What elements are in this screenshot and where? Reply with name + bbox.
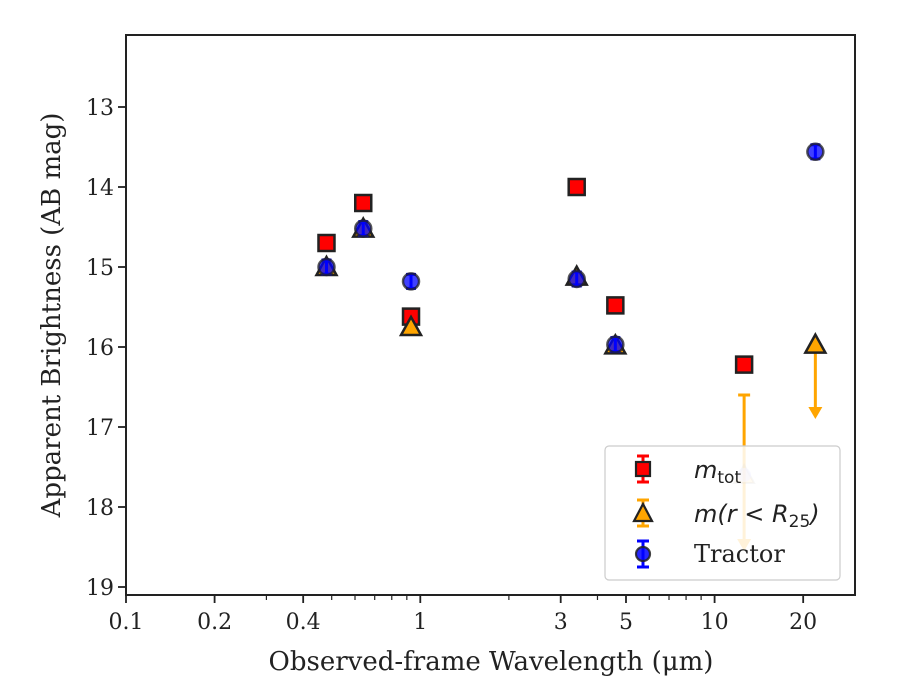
data-point-circle bbox=[567, 269, 586, 289]
data-point-square bbox=[606, 296, 625, 315]
y-tick-label: 13 bbox=[86, 96, 114, 121]
x-tick-label: 1 bbox=[413, 610, 427, 635]
square-marker bbox=[567, 177, 586, 197]
square-marker bbox=[734, 355, 754, 374]
y-tick-label: 15 bbox=[86, 256, 114, 281]
circle-marker bbox=[354, 219, 373, 238]
data-point-circle bbox=[354, 219, 373, 238]
legend-label-mr25: m(r < R25) bbox=[694, 500, 820, 532]
legend-label-tractor: Tractor bbox=[694, 540, 785, 568]
circle-marker bbox=[401, 272, 421, 291]
data-point-square bbox=[567, 177, 586, 197]
x-tick-label: 5 bbox=[619, 610, 633, 635]
legend-marker-mtot bbox=[634, 454, 652, 484]
x-tick-label: 0.1 bbox=[109, 610, 144, 635]
data-point-triangle bbox=[803, 332, 828, 354]
data-point-circle bbox=[806, 142, 825, 162]
triangle-marker bbox=[803, 332, 828, 354]
data-point-square bbox=[734, 355, 754, 374]
legend-mr-prefix: m(r < R bbox=[694, 500, 789, 528]
upper-limit-arrow bbox=[808, 344, 823, 419]
y-axis-label: Apparent Brightness (AB mag) bbox=[37, 113, 67, 519]
circle-marker bbox=[317, 257, 336, 277]
data-point-circle bbox=[317, 257, 336, 277]
plot-frame bbox=[125, 34, 856, 596]
circle-marker bbox=[606, 335, 625, 354]
y-tick-label: 18 bbox=[86, 496, 114, 521]
y-tick-label: 17 bbox=[86, 416, 114, 441]
data-point-circle bbox=[401, 272, 421, 291]
square-marker bbox=[317, 233, 336, 253]
x-tick-label: 0.2 bbox=[197, 610, 232, 635]
square-marker bbox=[354, 193, 373, 213]
x-tick-label: 20 bbox=[789, 610, 817, 635]
triangle-marker bbox=[398, 314, 424, 337]
data-point-circle bbox=[606, 335, 625, 354]
x-tick-label: 0.4 bbox=[286, 610, 321, 635]
y-tick-label: 14 bbox=[86, 176, 114, 201]
legend-label-mtot: mtot bbox=[694, 456, 741, 488]
arrow-head bbox=[808, 407, 823, 419]
x-tick-label: 10 bbox=[701, 610, 729, 635]
data-point-triangle bbox=[398, 314, 424, 337]
square-marker bbox=[606, 296, 625, 315]
x-tick-label: 3 bbox=[554, 610, 568, 635]
legend-box bbox=[604, 445, 841, 581]
x-axis-label: Observed-frame Wavelength (μm) bbox=[269, 647, 714, 677]
y-tick-label: 16 bbox=[86, 336, 114, 361]
legend-mr-sub: 25 bbox=[789, 512, 811, 532]
legend-mr-suffix: ) bbox=[808, 500, 819, 528]
circle-marker bbox=[806, 142, 825, 162]
legend-marker-mr25 bbox=[632, 498, 654, 528]
data-point-square bbox=[317, 233, 336, 253]
legend-mtot-sub: tot bbox=[717, 468, 741, 488]
legend-mtot-base: m bbox=[694, 456, 717, 484]
circle-marker bbox=[567, 269, 586, 289]
data-point-square bbox=[354, 193, 373, 213]
legend-marker-tractor bbox=[634, 539, 652, 569]
legend: mtot m(r < R25) Tractor bbox=[604, 445, 841, 581]
y-tick-label: 19 bbox=[86, 576, 114, 601]
